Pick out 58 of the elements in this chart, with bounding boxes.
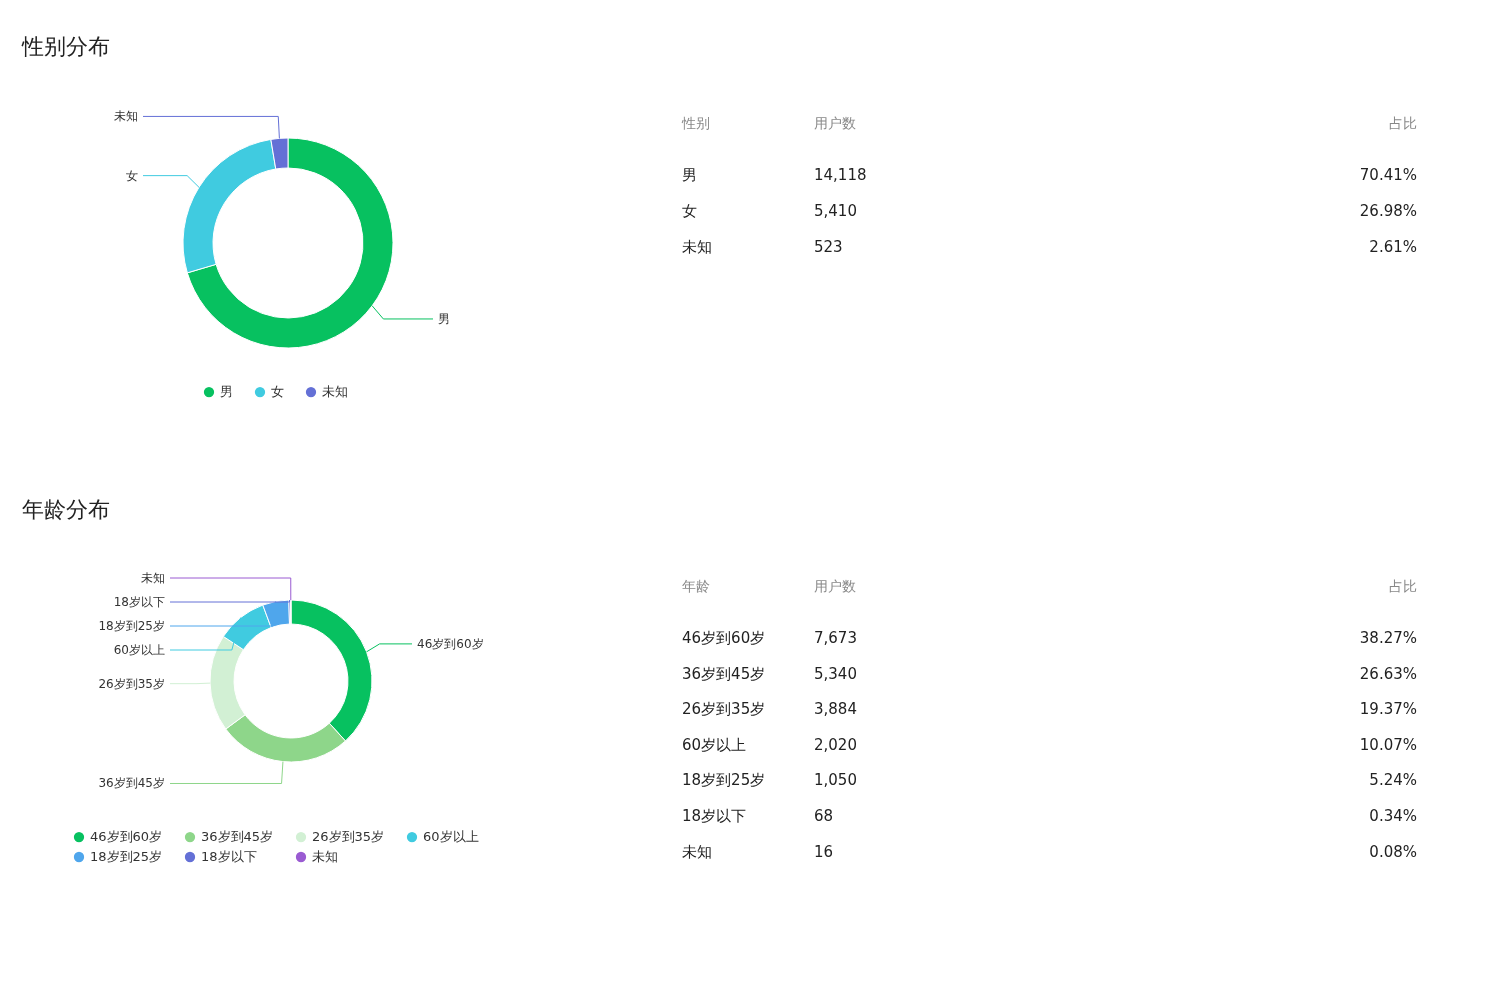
data-label: 19.37% <box>1359 700 1417 719</box>
legend-label: 未知 <box>322 384 348 400</box>
legend-label: 36岁到45岁 <box>201 829 274 845</box>
category-label: 36岁到45岁 <box>682 664 766 683</box>
data-label: 70.41% <box>1359 166 1417 184</box>
legend-label: 18岁以下 <box>201 849 257 864</box>
text: 年龄 <box>682 578 710 594</box>
slice-label: 26岁到35岁 <box>98 676 165 691</box>
data-label: 0.34% <box>1369 807 1417 825</box>
slice-label: 女 <box>126 168 138 183</box>
data-label: 14,118 <box>814 166 867 184</box>
slice-label: 60岁以上 <box>113 643 165 657</box>
category-label: 46岁到60岁 <box>682 629 766 647</box>
legend-label: 26岁到35岁 <box>312 829 385 845</box>
text: 占比 <box>1389 578 1417 594</box>
text: 性别 <box>681 115 710 131</box>
category-label: 18岁以下 <box>682 807 747 825</box>
data-label: 0.08% <box>1369 842 1417 861</box>
slice-label: 18岁以下 <box>113 595 165 609</box>
slice-label: 未知 <box>114 109 138 124</box>
data-label: 7,673 <box>814 629 857 647</box>
data-label: 38.27% <box>1359 629 1417 647</box>
category-label: 18岁到25岁 <box>682 771 766 790</box>
chart-title: 年龄分布 <box>22 497 110 522</box>
slice-label: 未知 <box>141 571 165 585</box>
data-label: 2,020 <box>814 735 857 754</box>
legend-label: 未知 <box>312 849 338 864</box>
category-label: 男 <box>682 166 697 184</box>
data-label: 5.24% <box>1369 771 1417 790</box>
slice-label: 18岁到25岁 <box>98 619 165 633</box>
chart-title: 性别分布 <box>21 34 110 59</box>
slice-label: 36岁到45岁 <box>98 776 165 791</box>
data-label: 2.61% <box>1369 238 1417 256</box>
data-label: 5,410 <box>814 202 857 220</box>
category-label: 未知 <box>682 238 712 256</box>
data-label: 3,884 <box>814 700 857 719</box>
category-label: 26岁到35岁 <box>682 700 766 719</box>
data-label: 1,050 <box>814 771 857 790</box>
legend-label: 60岁以上 <box>423 829 479 845</box>
category-label: 未知 <box>682 842 712 861</box>
data-label: 523 <box>814 238 843 256</box>
legend-label: 18岁到25岁 <box>90 849 163 864</box>
slice-label: 男 <box>438 311 450 326</box>
data-label: 10.07% <box>1359 735 1417 754</box>
data-label: 5,340 <box>814 664 857 683</box>
slice-label: 46岁到60岁 <box>417 636 484 651</box>
legend-label: 46岁到60岁 <box>90 829 163 845</box>
data-label: 16 <box>814 842 834 861</box>
text: 用户数 <box>814 578 856 594</box>
text: 占比 <box>1389 115 1417 131</box>
text: 用户数 <box>814 115 856 131</box>
data-label: 26.98% <box>1359 202 1417 220</box>
category-label: 女 <box>682 202 697 220</box>
data-label: 68 <box>814 807 834 825</box>
category-label: 60岁以上 <box>682 735 747 754</box>
legend-label: 女 <box>271 384 284 400</box>
legend-label: 男 <box>220 384 233 400</box>
data-label: 26.63% <box>1359 664 1417 683</box>
